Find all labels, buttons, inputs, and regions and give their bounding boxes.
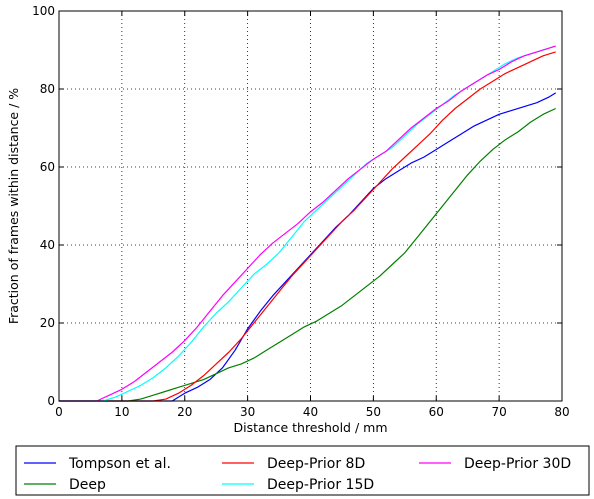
x-tick-label: 30 [240,405,255,419]
legend-label-3: Deep-Prior 15D [267,477,374,493]
plot-area [59,11,562,401]
y-tick-label: 0 [47,394,55,408]
series-line-2 [59,51,556,402]
y-tick-label: 20 [40,316,55,330]
legend-label-4: Deep-Prior 30D [464,456,571,472]
x-tick-label: 50 [366,405,381,419]
legend-box [15,445,590,496]
ticks: 0 10 20 30 40 50 60 70 80 0 20 40 60 80 100 [32,4,570,419]
x-tick-label: 20 [177,405,192,419]
series-layer [59,45,557,402]
series-line-4 [59,45,556,402]
y-tick-label: 60 [40,160,55,174]
x-axis-label: Distance threshold / mm [233,420,387,435]
x-tick-label: 10 [114,405,129,419]
x-tick-label: 60 [429,405,444,419]
x-tick-label: 70 [491,405,506,419]
x-tick-label: 0 [55,405,63,419]
y-tick-label: 80 [40,82,55,96]
series-line-1 [59,107,556,402]
legend-label-2: Deep-Prior 8D [267,456,365,472]
legend-label-1: Deep [69,477,106,493]
x-tick-label: 40 [303,405,318,419]
legend: Tompson et al. Deep Deep-Prior 8D Deep-Prio… [15,445,590,496]
y-tick-label: 40 [40,238,55,252]
legend-label-0: Tompson et al. [68,456,171,472]
y-tick-label: 100 [32,4,55,18]
series-line-0 [59,92,557,402]
y-axis-label: Fraction of frames within distance / % [6,88,21,324]
x-tick-label: 80 [554,405,569,419]
